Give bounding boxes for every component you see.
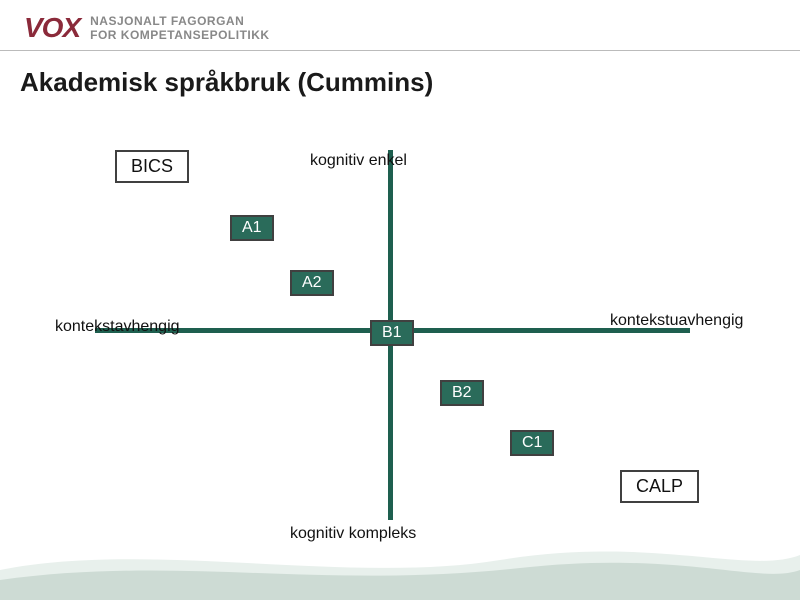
level-b1: B1 <box>370 320 414 346</box>
label-top: kognitiv enkel <box>310 152 407 170</box>
label-left: kontekstavhengig <box>55 318 180 336</box>
cummins-diagram: kognitiv enkel kontekstavhengig kontekst… <box>0 120 800 560</box>
level-c1: C1 <box>510 430 554 456</box>
badge-bics: BICS <box>115 150 189 183</box>
level-a2: A2 <box>290 270 334 296</box>
footer-wave <box>0 530 800 600</box>
badge-calp: CALP <box>620 470 699 503</box>
logo-subtitle: NASJONALT FAGORGAN FOR KOMPETANSEPOLITIK… <box>90 14 269 43</box>
level-a1: A1 <box>230 215 274 241</box>
subtitle-line2: FOR KOMPETANSEPOLITIKK <box>90 28 269 42</box>
subtitle-line1: NASJONALT FAGORGAN <box>90 14 244 28</box>
header-divider <box>0 50 800 51</box>
slide-title: Akademisk språkbruk (Cummins) <box>0 59 800 98</box>
header: VOX NASJONALT FAGORGAN FOR KOMPETANSEPOL… <box>0 0 800 50</box>
logo-text: VOX <box>24 12 80 44</box>
level-b2: B2 <box>440 380 484 406</box>
label-right: kontekstuavhengig <box>610 312 750 330</box>
label-right-text: kontekstuavhengig <box>610 312 743 329</box>
